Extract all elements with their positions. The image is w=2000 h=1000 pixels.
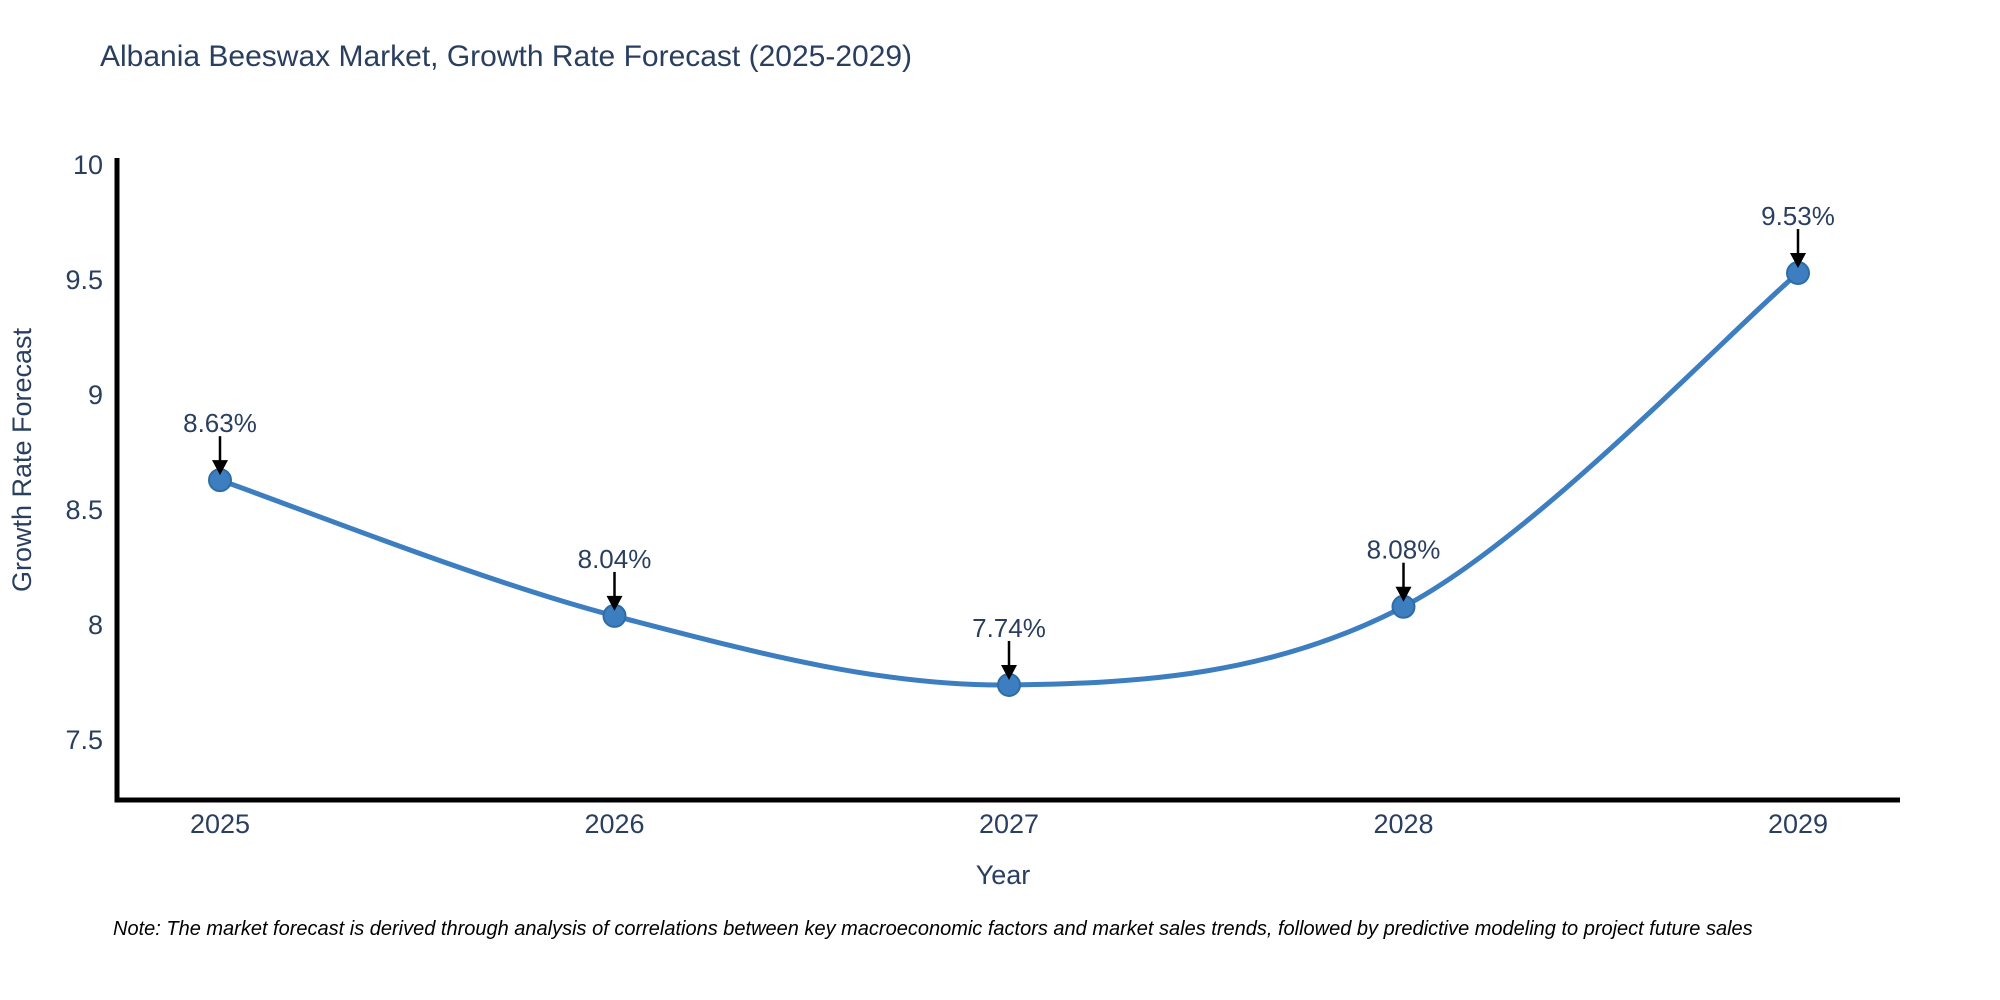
point-value-label: 7.74%	[972, 613, 1046, 643]
y-tick-label: 7.5	[65, 725, 103, 755]
point-value-label: 8.63%	[183, 408, 257, 438]
annotation-arrowhead	[1001, 664, 1017, 680]
x-tick-label: 2029	[1768, 809, 1828, 839]
y-tick-label: 9	[88, 380, 103, 410]
y-axis-title: Growth Rate Forecast	[7, 327, 37, 593]
plot-area[interactable]	[117, 158, 1900, 800]
x-tick-label: 2027	[979, 809, 1039, 839]
point-value-label: 8.04%	[578, 544, 652, 574]
annotation-arrowhead	[606, 595, 623, 611]
chart-title: Albania Beeswax Market, Growth Rate Fore…	[100, 40, 913, 73]
point-value-label: 8.08%	[1367, 535, 1441, 565]
y-tick-label: 10	[73, 150, 103, 180]
x-tick-label: 2025	[190, 809, 250, 839]
annotation-arrowhead	[212, 460, 228, 476]
y-tick-label: 9.5	[65, 265, 103, 295]
x-tick-label: 2028	[1373, 809, 1433, 839]
y-tick-label: 8.5	[65, 495, 103, 525]
y-tick-label: 8	[88, 610, 103, 640]
footnote-text: Note: The market forecast is derived thr…	[113, 918, 1753, 940]
x-axis-title: Year	[975, 860, 1031, 890]
annotation-arrowhead	[1790, 253, 1806, 269]
x-tick-label: 2026	[584, 809, 644, 839]
annotation-arrowhead	[1395, 586, 1412, 602]
point-value-label: 9.53%	[1761, 201, 1835, 231]
